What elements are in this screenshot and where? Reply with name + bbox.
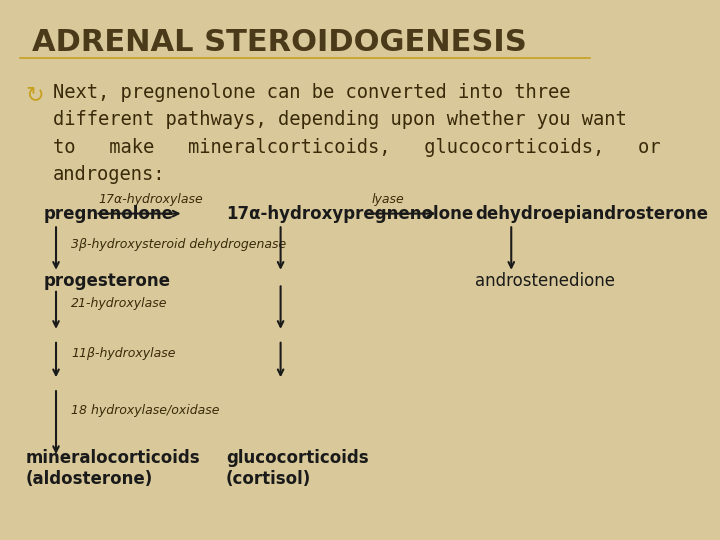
Text: glucocorticoids
(cortisol): glucocorticoids (cortisol) xyxy=(226,449,369,488)
Text: mineralocorticoids
(aldosterone): mineralocorticoids (aldosterone) xyxy=(26,449,200,488)
Text: ADRENAL STEROIDOGENESIS: ADRENAL STEROIDOGENESIS xyxy=(32,28,526,57)
Text: 11β-hydroxylase: 11β-hydroxylase xyxy=(71,347,176,360)
Text: androstenedione: androstenedione xyxy=(474,272,615,290)
Text: Next, pregnenolone can be converted into three
different pathways, depending upo: Next, pregnenolone can be converted into… xyxy=(53,83,660,184)
Text: 21-hydroxylase: 21-hydroxylase xyxy=(71,297,168,310)
Text: 3β-hydroxysteroid dehydrogenase: 3β-hydroxysteroid dehydrogenase xyxy=(71,238,287,251)
Text: lyase: lyase xyxy=(372,193,405,206)
Text: 18 hydroxylase/oxidase: 18 hydroxylase/oxidase xyxy=(71,404,220,417)
Text: ↻: ↻ xyxy=(26,85,45,105)
Text: dehydroepiandrosterone: dehydroepiandrosterone xyxy=(474,205,708,222)
Text: 17α-hydroxylase: 17α-hydroxylase xyxy=(99,193,203,206)
Text: progesterone: progesterone xyxy=(44,272,171,290)
Text: pregnenolone: pregnenolone xyxy=(44,205,174,222)
Text: 17α-hydroxypregnenolone: 17α-hydroxypregnenolone xyxy=(226,205,473,222)
